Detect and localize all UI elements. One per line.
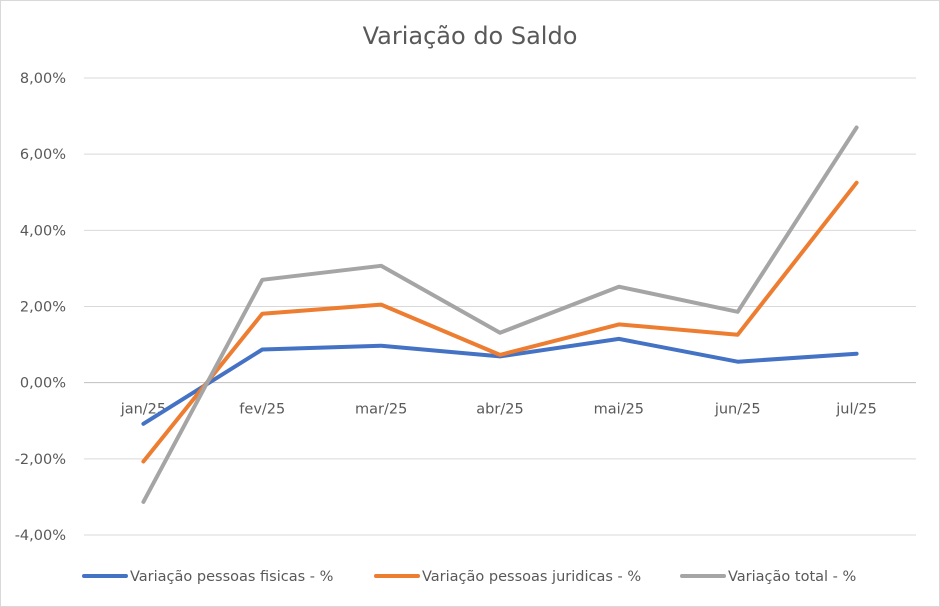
y-tick-label: 6,00% [20,147,66,163]
y-tick-label: 8,00% [20,71,66,87]
x-tick-label: mai/25 [594,402,644,418]
series-line [141,125,859,504]
legend-label: Variação total - % [728,569,856,585]
y-tick-label: 4,00% [20,223,66,239]
series-lines [141,125,859,504]
y-tick-label: -4,00% [15,528,66,544]
legend-label: Variação pessoas juridicas - % [422,569,641,585]
x-tick-label: fev/25 [239,402,285,418]
x-tick-label: abr/25 [476,402,523,418]
x-tick-label: mar/25 [355,402,407,418]
y-axis-tick-labels: -4,00% -2,00% 0,00% 2,00% 4,00% 6,00% 8,00% [15,71,66,544]
gridlines [84,77,916,536]
x-axis-tick-labels: jan/25 fev/25 mar/25 abr/25 mai/25 jun/25 jul/… [120,402,877,418]
y-tick-label: 0,00% [20,376,66,392]
legend-label: Variação pessoas fisicas - % [130,569,333,585]
series-line [141,180,859,464]
chart-title: Variação do Saldo [363,22,578,50]
legend: Variação pessoas fisicas - % Variação pes… [82,569,856,585]
y-tick-label: 2,00% [20,300,66,316]
x-tick-label: jun/25 [714,402,761,418]
x-tick-label: jul/25 [835,402,877,418]
y-tick-label: -2,00% [15,452,66,468]
x-tick-label: jan/25 [120,402,166,418]
